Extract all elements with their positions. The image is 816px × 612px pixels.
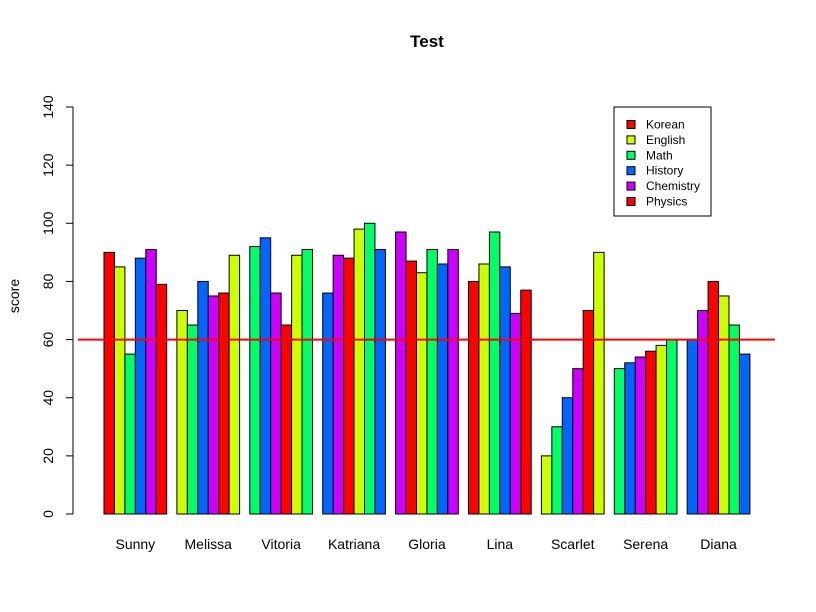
bar <box>697 310 709 515</box>
category-labels: Sunny Melissa Vitoria Katriana Gloria Lina Sca… <box>115 536 737 552</box>
legend-label: Chemistry <box>646 179 700 193</box>
bar <box>197 280 209 515</box>
bar <box>176 310 188 515</box>
bar <box>624 362 636 515</box>
bar <box>686 339 699 515</box>
bar <box>353 228 365 515</box>
bar <box>655 344 668 515</box>
bar <box>395 231 407 515</box>
legend-swatch <box>626 135 636 145</box>
x-category-label: Vitoria <box>261 536 301 552</box>
y-tick-label: 80 <box>40 273 56 289</box>
bar <box>124 353 136 515</box>
x-category-label: Scarlet <box>551 536 595 552</box>
chart-title: Test <box>410 32 444 51</box>
bar <box>593 251 605 515</box>
bar <box>228 254 241 515</box>
bar <box>707 280 720 515</box>
x-category-label: Gloria <box>408 536 446 552</box>
bar <box>249 246 261 515</box>
y-tick-label: 120 <box>40 153 56 177</box>
x-category-label: Melissa <box>185 536 233 552</box>
bars-group <box>103 222 751 515</box>
bar <box>634 356 647 515</box>
legend-swatch <box>626 166 636 176</box>
legend-swatch <box>626 150 636 160</box>
bar <box>447 248 459 515</box>
bar <box>145 248 157 515</box>
bar <box>520 289 532 515</box>
x-category-label: Sunny <box>115 536 155 552</box>
bar <box>426 248 438 515</box>
y-tick-label: 60 <box>40 332 56 348</box>
bar <box>155 283 168 515</box>
bar <box>270 292 282 515</box>
bar <box>113 266 126 515</box>
bar <box>561 397 574 515</box>
legend-swatch <box>626 197 636 206</box>
x-category-label: Diana <box>700 536 737 552</box>
legend-swatch <box>626 120 636 129</box>
bar <box>374 248 386 515</box>
bar <box>332 254 345 515</box>
bar <box>540 455 553 515</box>
x-category-label: Katriana <box>328 536 380 552</box>
legend-label: Korean <box>646 118 685 132</box>
bar <box>103 251 115 515</box>
bar <box>551 426 563 515</box>
legend-label: English <box>646 133 685 147</box>
bar <box>343 257 355 515</box>
x-category-label: Lina <box>487 536 514 552</box>
bar <box>488 231 501 515</box>
bar <box>364 222 376 515</box>
y-tick-label: 40 <box>40 390 56 406</box>
y-tick-label: 140 <box>40 95 56 119</box>
bar <box>207 295 220 515</box>
bar <box>738 353 751 515</box>
legend-label: Math <box>646 148 673 162</box>
bar <box>186 324 199 515</box>
bar <box>718 295 730 515</box>
y-tick-label: 100 <box>40 211 56 235</box>
bar <box>582 310 595 515</box>
bar <box>728 324 740 515</box>
bar <box>572 368 584 515</box>
bar <box>259 237 272 515</box>
bar <box>322 292 334 515</box>
bar <box>478 263 490 515</box>
bar <box>405 260 417 515</box>
bar <box>613 368 626 515</box>
bar <box>499 266 511 515</box>
bar <box>645 350 657 515</box>
bar <box>468 280 480 515</box>
legend-label: Physics <box>646 195 687 209</box>
bar <box>291 254 303 515</box>
legend-swatch <box>626 181 636 191</box>
y-axis-title: score <box>6 279 22 313</box>
bar <box>666 339 678 515</box>
y-tick-label: 20 <box>40 448 56 464</box>
bar <box>436 263 449 515</box>
x-category-label: Serena <box>623 536 668 552</box>
bar <box>509 312 522 515</box>
bar <box>218 292 230 515</box>
bar <box>301 248 313 515</box>
y-axis: 0 20 40 60 80 100 120 140 <box>40 95 74 518</box>
y-tick-label: 0 <box>40 510 56 518</box>
bar <box>134 257 147 515</box>
bar <box>280 324 293 515</box>
bar <box>416 272 428 515</box>
legend-label: History <box>646 164 683 178</box>
